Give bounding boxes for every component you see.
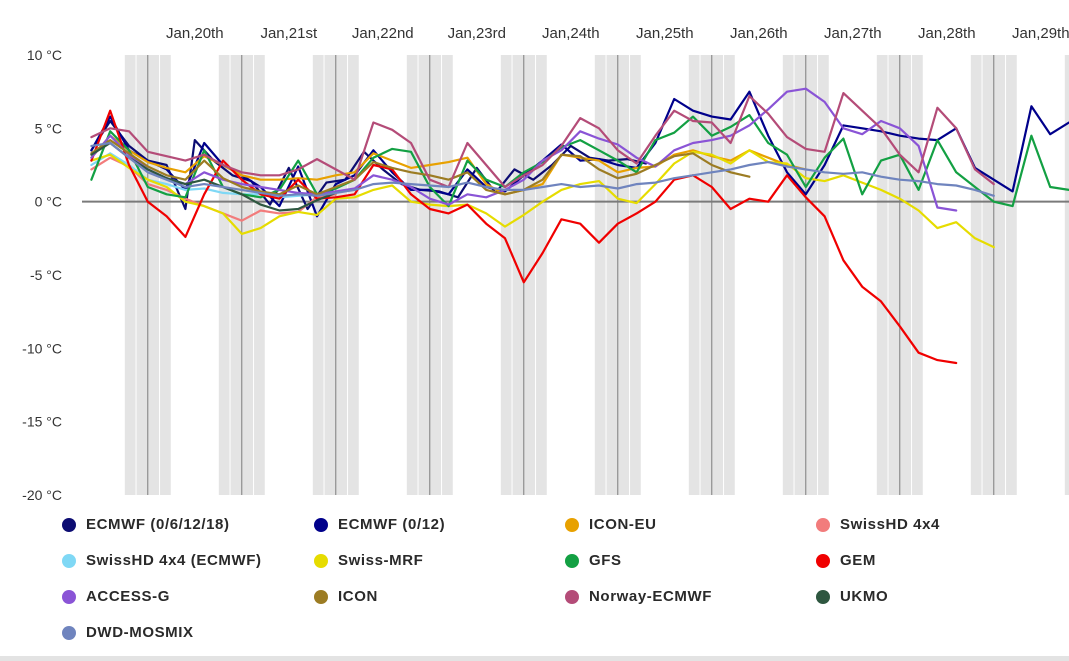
legend-item[interactable]: GEM: [816, 552, 876, 569]
legend-item[interactable]: SwissHD 4x4 (ECMWF): [62, 552, 262, 569]
legend-label: SwissHD 4x4: [840, 516, 940, 533]
legend-marker-icon: [62, 553, 76, 568]
series-line-access-g: [90, 87, 958, 212]
x-tick-label: Jan,20th: [166, 25, 224, 42]
legend-marker-icon: [314, 589, 328, 604]
x-tick-label: Jan,22nd: [352, 25, 414, 42]
x-tick-label: Jan,24th: [542, 25, 600, 42]
legend-label: GFS: [589, 552, 622, 569]
series-line-dwd-mosmix: [90, 141, 995, 197]
legend-label: GEM: [840, 552, 876, 569]
x-tick-label: Jan,29th: [1012, 25, 1069, 42]
y-tick-label: -15 °C: [22, 414, 62, 430]
legend-marker-icon: [565, 517, 579, 532]
x-tick-label: Jan,28th: [918, 25, 976, 42]
legend-marker-icon: [816, 553, 830, 568]
x-tick-label: Jan,23rd: [448, 25, 506, 42]
series-line-gfs: [90, 113, 1069, 208]
y-tick-label: 10 °C: [27, 47, 62, 63]
horizontal-scrollbar[interactable]: [0, 656, 1069, 661]
temperature-chart: 10 °C 5 °C 0 °C -5 °C -10 °C -15 °C -20 °C Jan,…: [22, 25, 1069, 503]
y-tick-label: -10 °C: [22, 340, 62, 356]
legend-label: ECMWF (0/12): [338, 516, 446, 533]
legend-marker-icon: [565, 589, 579, 604]
series-line-swiss-mrf: [90, 149, 995, 249]
legend-marker-icon: [816, 589, 830, 604]
y-tick-label: -5 °C: [30, 267, 62, 283]
legend-item[interactable]: ICON-EU: [565, 516, 657, 533]
legend-marker-icon: [62, 517, 76, 532]
series-line-ecmwf-0-12: [90, 90, 1069, 218]
legend-label: SwissHD 4x4 (ECMWF): [86, 552, 262, 569]
y-tick-label: 0 °C: [35, 194, 62, 210]
legend-item[interactable]: SwissHD 4x4: [816, 516, 940, 533]
y-tick-label: -20 °C: [22, 487, 62, 503]
legend-item[interactable]: ECMWF (0/6/12/18): [62, 516, 230, 533]
legend-label: Norway-ECMWF: [589, 588, 713, 605]
series-line-icon: [90, 139, 751, 196]
legend-item[interactable]: UKMO: [816, 588, 888, 605]
series-line-norway-ecmwf: [90, 91, 995, 189]
x-tick-label: Jan,21st: [260, 25, 318, 42]
x-tick-label: Jan,26th: [730, 25, 788, 42]
legend-item[interactable]: DWD-MOSMIX: [62, 624, 194, 641]
legend-label: ACCESS-G: [86, 588, 170, 605]
legend-item[interactable]: Norway-ECMWF: [565, 588, 712, 605]
legend-item[interactable]: ACCESS-G: [62, 588, 170, 605]
legend-marker-icon: [314, 553, 328, 568]
legend-label: Swiss-MRF: [338, 552, 424, 569]
legend-marker-icon: [565, 553, 579, 568]
legend-label: ICON: [338, 588, 378, 605]
legend-marker-icon: [816, 517, 830, 532]
legend-item[interactable]: ECMWF (0/12): [314, 516, 445, 533]
legend-label: DWD-MOSMIX: [86, 624, 194, 641]
legend-label: ICON-EU: [589, 516, 657, 533]
legend-marker-icon: [62, 589, 76, 604]
series-line-swisshd-4x4-ecmwf: [90, 152, 337, 199]
x-tick-label: Jan,25th: [636, 25, 694, 42]
night-band: [1064, 55, 1069, 495]
legend-item[interactable]: Swiss-MRF: [314, 552, 423, 569]
y-tick-label: 5 °C: [35, 120, 62, 136]
legend-item[interactable]: ICON: [314, 588, 378, 605]
legend-marker-icon: [62, 625, 76, 640]
legend-label: ECMWF (0/6/12/18): [86, 516, 230, 533]
legend-marker-icon: [314, 517, 328, 532]
legend-label: UKMO: [840, 588, 889, 605]
legend-item[interactable]: GFS: [565, 552, 622, 569]
series-line-gem: [90, 109, 958, 365]
x-tick-label: Jan,27th: [824, 25, 882, 42]
